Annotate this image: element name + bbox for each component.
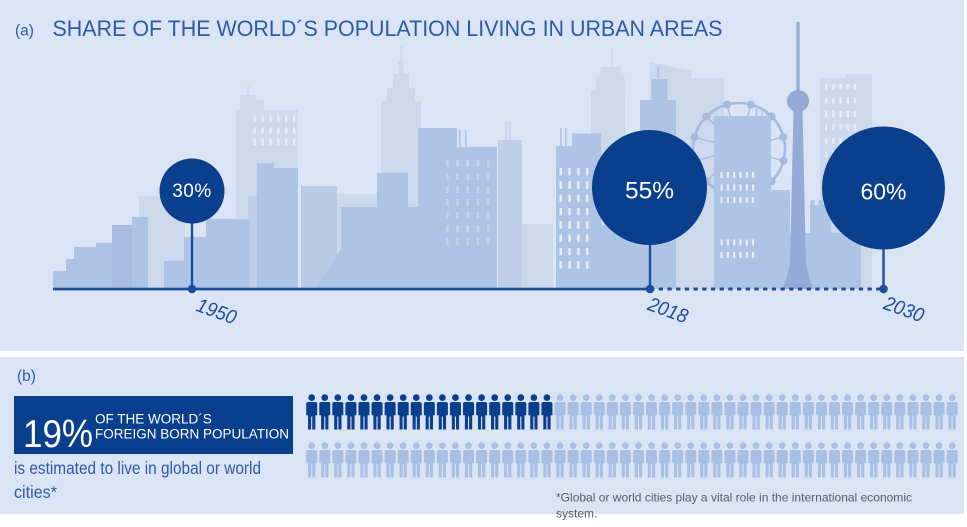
svg-text:19%: 19% — [23, 413, 93, 456]
svg-text:*Global or world cities play a: *Global or world cities play a vital rol… — [556, 491, 912, 505]
svg-text:cities*: cities* — [14, 482, 57, 502]
svg-text:30%: 30% — [172, 181, 212, 202]
svg-text:SHARE OF THE WORLD´S POPULATIO: SHARE OF THE WORLD´S POPULATION LIVING I… — [53, 16, 723, 41]
svg-text:system.: system. — [556, 507, 597, 521]
svg-text:is estimated to live in global: is estimated to live in global or world — [14, 458, 261, 478]
svg-text:FOREIGN BORN POPULATION: FOREIGN BORN POPULATION — [95, 427, 289, 442]
svg-text:(b): (b) — [17, 368, 36, 385]
svg-text:OF THE WORLD´S: OF THE WORLD´S — [95, 412, 212, 427]
svg-text:60%: 60% — [860, 179, 906, 205]
svg-text:55%: 55% — [625, 178, 674, 205]
svg-text:(a): (a) — [15, 23, 34, 40]
